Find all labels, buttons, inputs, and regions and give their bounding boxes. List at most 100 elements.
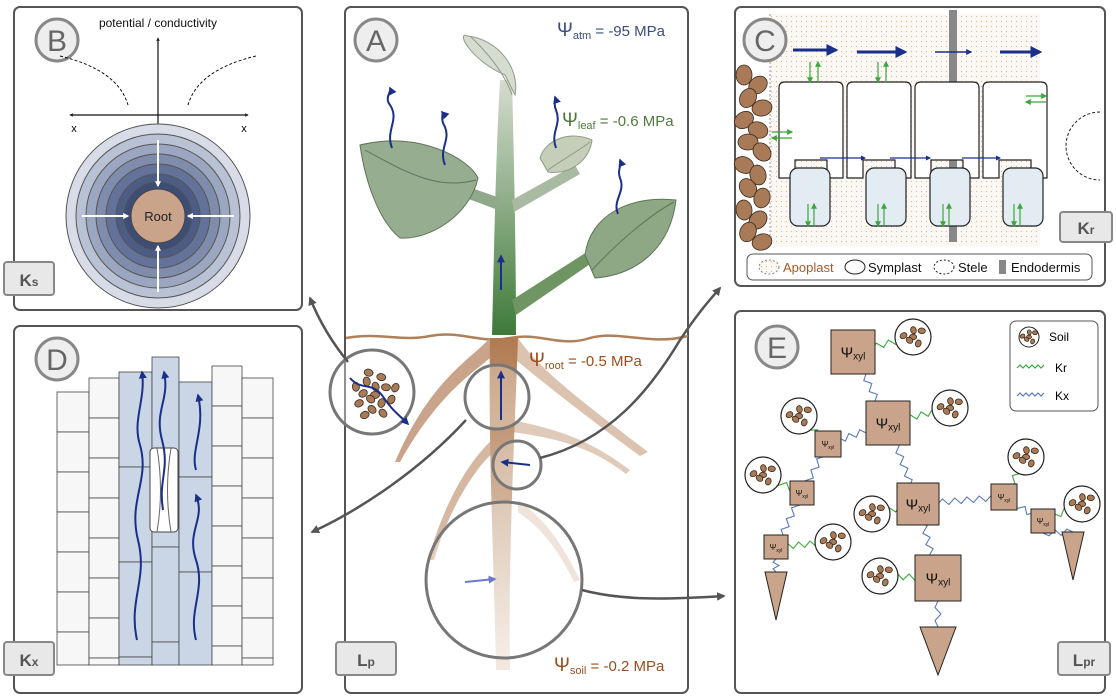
- xylem-cell: [241, 537, 274, 579]
- axis-label: potential / conductivity: [99, 16, 217, 30]
- leaf-right: [584, 198, 677, 279]
- xylem-cell: [151, 641, 180, 666]
- soil-node-particles: [749, 464, 776, 486]
- soil-particle: [819, 537, 828, 545]
- xylem-cell: [211, 525, 243, 567]
- soil-particle: [899, 332, 908, 340]
- legend-swatch-stele: [933, 259, 955, 275]
- radial-flow-arrow: [500, 458, 531, 467]
- panel-e: Ψxyl Ψxyl Ψxyl Ψxyl Ψxyl Ψxyl Ψxyl Ψxyl Ψxyl E S…: [734, 310, 1111, 694]
- symplast-cell-lower: [1002, 167, 1044, 227]
- soil-particle: [359, 410, 370, 420]
- psi-soil: Ψsoil = -0.2 MPa: [554, 655, 665, 677]
- transpiration-arrow-2: [440, 110, 450, 166]
- flow-path-3: [192, 493, 203, 641]
- soil-particle: [830, 531, 837, 540]
- xylem-cell: [178, 571, 213, 666]
- soil-particle: [1032, 330, 1038, 336]
- flow-path-1: [133, 370, 147, 641]
- leaf-small-right: [539, 135, 593, 173]
- soil-particle: [803, 406, 812, 414]
- panel-d-letter: D: [46, 344, 68, 377]
- xylem-cell: [241, 417, 274, 459]
- soil-particle: [378, 408, 388, 418]
- xylem-cell: [241, 617, 274, 659]
- soil-node-particles: [1068, 493, 1095, 515]
- soil-particle: [800, 418, 808, 427]
- flow-path-2: [158, 370, 170, 511]
- soil-particle: [377, 398, 386, 408]
- soil-particle: [877, 565, 884, 574]
- xylem-cell: [56, 511, 90, 553]
- xylem-cell: [56, 431, 90, 473]
- soil-particle: [869, 503, 876, 512]
- xylem-node: [865, 400, 911, 446]
- xylem-cell: [241, 657, 274, 666]
- symplast-cell-lower: [929, 167, 971, 227]
- soil-particle: [785, 411, 794, 419]
- lateral-root-mid-right: [512, 420, 630, 474]
- soil-particle: [936, 403, 945, 411]
- soil-particle: [381, 383, 391, 392]
- soil-particle: [751, 99, 773, 117]
- psi-root: Ψroot = -0.5 MPa: [529, 350, 642, 372]
- soil-particle: [749, 470, 758, 478]
- cortex-cells: [778, 81, 1048, 227]
- system-flow-arrow: [464, 575, 497, 584]
- panel-a-letter: A: [366, 25, 386, 58]
- branch-upper-right: [512, 165, 580, 212]
- soil-particle: [951, 410, 959, 419]
- branch-lower-right: [512, 250, 596, 315]
- badge-lp: [335, 641, 397, 676]
- soil-particle: [737, 133, 759, 151]
- soil-particle: [954, 398, 963, 406]
- xylem-cell: [211, 485, 243, 527]
- panel-a: Ψatm = -95 MPa Ψleaf = -0.6 MPa Ψroot = …: [328, 6, 689, 694]
- soil-particle: [760, 464, 767, 473]
- soil-node-particles: [1012, 446, 1039, 468]
- legend-soil: Soil: [1049, 330, 1069, 344]
- soil-particle: [376, 373, 387, 382]
- x-label-left: x: [71, 123, 77, 135]
- soil-particle: [749, 164, 767, 186]
- taproot: [489, 338, 518, 670]
- badge-kx: [3, 641, 55, 676]
- legend-kr-swatch: [1016, 364, 1045, 369]
- legend-kx-swatch: [1016, 392, 1045, 397]
- flow-arrows: [793, 44, 1043, 161]
- soil-particle: [363, 368, 374, 377]
- soil-particle: [1027, 459, 1035, 468]
- soil-particle: [837, 532, 846, 540]
- symplast-cell-lower: [865, 167, 907, 227]
- soil-particle: [866, 571, 875, 579]
- transpiration-arrow-3: [553, 95, 561, 149]
- panel-d-letter-circle: [34, 336, 80, 382]
- legend-swatch-apoplast: [758, 259, 780, 275]
- kx-spring: [934, 600, 942, 628]
- soil-particle: [739, 88, 757, 108]
- xylem-cell: [56, 471, 90, 513]
- transpiration-arrow-4: [615, 158, 627, 215]
- soil-particle: [752, 142, 772, 162]
- xylem-cell: [56, 591, 90, 633]
- soil-particle: [1083, 506, 1091, 515]
- panel-c-letter-circle: [742, 17, 788, 63]
- badge-kr: [1059, 211, 1113, 243]
- potential-curve-left: [59, 55, 129, 106]
- badge-ks: [3, 261, 55, 296]
- soil-surface: [345, 333, 689, 343]
- kx-spring: [772, 558, 781, 573]
- xylem-cell: [56, 551, 90, 593]
- soil-particle: [1086, 494, 1095, 502]
- connector-to-b: [308, 296, 349, 363]
- soil-particle: [735, 199, 753, 221]
- xylem-node-label: Ψxyl: [770, 543, 783, 554]
- soil-particle: [354, 399, 364, 408]
- soil-particle: [864, 513, 873, 521]
- panel-e-letter-circle: [754, 324, 800, 370]
- panel-b: B potential / conductivity x x Root Ks: [3, 6, 303, 311]
- xylem-node: [1030, 508, 1056, 534]
- xylem-cell: [88, 577, 120, 619]
- soil-node-particles: [866, 565, 893, 587]
- legend-apoplast: Apoplast: [783, 260, 834, 275]
